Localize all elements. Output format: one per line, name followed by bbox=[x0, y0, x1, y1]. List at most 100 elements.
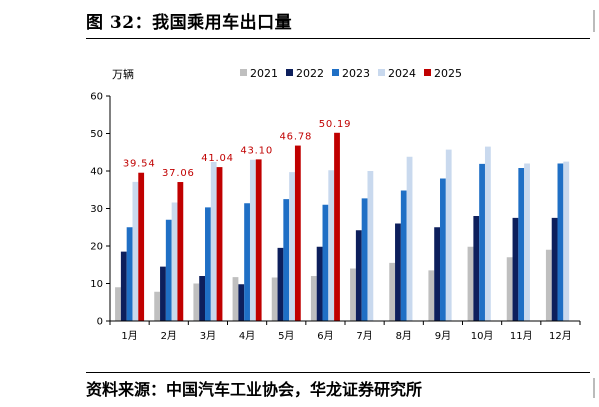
bar-2024-3 bbox=[210, 162, 217, 321]
bar-2025-5 bbox=[294, 145, 301, 321]
bar-2022-7 bbox=[355, 230, 362, 321]
bar-2024-12 bbox=[563, 161, 570, 321]
bar-2023-11 bbox=[518, 168, 525, 321]
bar-2024-8 bbox=[406, 156, 413, 321]
figure-title: 图 32：我国乘用车出口量 bbox=[86, 13, 293, 33]
bar-2022-8 bbox=[395, 223, 401, 321]
y-tick-label: 50 bbox=[90, 129, 103, 140]
source-rule bbox=[86, 372, 590, 373]
x-tick-label: 4月 bbox=[239, 330, 255, 342]
legend-label: 2022 bbox=[296, 67, 324, 80]
x-tick-label: 12月 bbox=[549, 330, 572, 342]
title-rule bbox=[86, 38, 590, 39]
adjacent-column-edge-bottom bbox=[593, 378, 599, 398]
bar-2025-6 bbox=[334, 132, 340, 321]
bar-2021-6 bbox=[310, 276, 317, 321]
bar-2021-8 bbox=[389, 262, 396, 321]
data-label: 39.54 bbox=[123, 159, 156, 170]
bar-2022-1 bbox=[120, 251, 127, 321]
bar-2023-1 bbox=[126, 227, 133, 321]
bar-2021-12 bbox=[545, 249, 552, 321]
bar-2024-5 bbox=[289, 172, 295, 321]
bar-2024-10 bbox=[484, 146, 491, 321]
y-tick-label: 10 bbox=[90, 279, 103, 290]
bar-2022-11 bbox=[512, 217, 519, 321]
bars bbox=[115, 132, 570, 321]
data-labels: 39.54 37.06 41.04 43.10 46.78 50.19 bbox=[123, 119, 351, 179]
bar-2024-9 bbox=[445, 149, 452, 321]
bar-2023-7 bbox=[361, 198, 368, 321]
x-tick-label: 10月 bbox=[471, 330, 494, 342]
x-tick-label: 5月 bbox=[278, 330, 294, 342]
bar-2021-9 bbox=[428, 270, 435, 321]
x-tick-label: 3月 bbox=[200, 330, 216, 342]
x-tick-label: 7月 bbox=[356, 330, 372, 342]
bar-2024-7 bbox=[367, 171, 374, 321]
bar-2021-3 bbox=[193, 283, 200, 321]
y-tick-label: 60 bbox=[90, 92, 103, 103]
x-tick-label: 11月 bbox=[510, 330, 533, 342]
chart-legend: 2021 2022 2023 2024 2025 bbox=[240, 67, 462, 80]
bar-2022-3 bbox=[199, 276, 206, 321]
data-label: 46.78 bbox=[280, 132, 313, 143]
bar-2021-7 bbox=[350, 268, 356, 321]
legend-label: 2023 bbox=[342, 67, 370, 80]
bar-2023-12 bbox=[557, 163, 564, 321]
y-axis: 0 10 20 30 40 50 60 bbox=[90, 92, 111, 328]
legend-swatch-2025 bbox=[424, 69, 431, 76]
x-tick-label: 8月 bbox=[396, 330, 412, 342]
legend-label: 2025 bbox=[434, 67, 462, 80]
legend-swatch-2021 bbox=[240, 69, 247, 76]
bar-2021-10 bbox=[467, 246, 474, 321]
legend-swatch-2023 bbox=[332, 69, 339, 76]
y-tick-label: 0 bbox=[97, 317, 103, 328]
bar-2022-12 bbox=[551, 217, 558, 321]
adjacent-column-edge-top bbox=[593, 10, 599, 32]
y-tick-label: 40 bbox=[90, 167, 103, 178]
y-tick-label: 20 bbox=[90, 242, 103, 253]
bar-2021-5 bbox=[271, 277, 278, 321]
bar-2023-8 bbox=[400, 190, 407, 321]
bar-2025-1 bbox=[138, 172, 145, 321]
bar-2023-3 bbox=[205, 207, 211, 321]
bar-2022-5 bbox=[277, 247, 284, 321]
x-tick-label: 2月 bbox=[161, 330, 177, 342]
bar-2025-4 bbox=[255, 159, 262, 321]
bar-2021-1 bbox=[115, 287, 121, 321]
bar-2023-5 bbox=[283, 199, 290, 321]
bar-2022-9 bbox=[434, 227, 441, 321]
source-note: 资料来源：中国汽车工业协会，华龙证券研究所 bbox=[86, 380, 423, 399]
legend-label: 2021 bbox=[250, 67, 278, 80]
bar-2023-6 bbox=[322, 204, 329, 321]
x-tick-label: 6月 bbox=[317, 330, 333, 342]
bar-2021-2 bbox=[154, 291, 161, 321]
legend-label: 2024 bbox=[388, 67, 416, 80]
data-label: 41.04 bbox=[201, 153, 234, 164]
bar-2025-2 bbox=[177, 182, 184, 321]
bar-2021-11 bbox=[506, 257, 513, 321]
data-label: 43.10 bbox=[240, 145, 273, 156]
legend-swatch-2024 bbox=[378, 69, 385, 76]
x-axis: 1月 2月 3月 4月 5月 6月 7月 8月 9月 10月 11月 12月 bbox=[109, 320, 581, 342]
data-label: 37.06 bbox=[162, 168, 195, 179]
data-label: 50.19 bbox=[319, 119, 352, 130]
legend-swatch-2022 bbox=[286, 69, 293, 76]
bar-2024-11 bbox=[524, 163, 530, 321]
bar-2022-2 bbox=[160, 266, 166, 321]
bar-2022-6 bbox=[316, 246, 323, 321]
bar-2023-9 bbox=[440, 178, 446, 321]
bar-2025-3 bbox=[216, 167, 223, 321]
bar-2022-4 bbox=[238, 284, 245, 321]
x-tick-label: 1月 bbox=[121, 330, 137, 342]
bar-2022-10 bbox=[473, 216, 480, 321]
bar-2024-1 bbox=[132, 181, 139, 321]
bar-2024-6 bbox=[328, 170, 335, 321]
bar-2023-10 bbox=[479, 163, 485, 321]
bar-2024-4 bbox=[249, 159, 256, 321]
bar-2023-2 bbox=[165, 219, 172, 321]
y-axis-unit-label: 万辆 bbox=[112, 67, 134, 81]
bar-2023-4 bbox=[244, 203, 250, 321]
bar-2024-2 bbox=[171, 202, 178, 321]
bar-2021-4 bbox=[232, 277, 239, 321]
